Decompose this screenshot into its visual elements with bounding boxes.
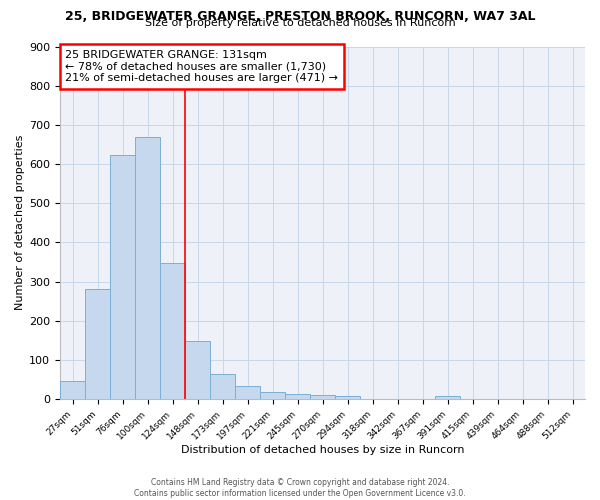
Bar <box>135 136 160 399</box>
Bar <box>60 382 85 399</box>
Text: 25 BRIDGEWATER GRANGE: 131sqm
← 78% of detached houses are smaller (1,730)
21% o: 25 BRIDGEWATER GRANGE: 131sqm ← 78% of d… <box>65 50 338 83</box>
Bar <box>285 394 310 399</box>
X-axis label: Distribution of detached houses by size in Runcorn: Distribution of detached houses by size … <box>181 445 464 455</box>
Bar <box>310 395 335 399</box>
Text: Size of property relative to detached houses in Runcorn: Size of property relative to detached ho… <box>145 18 455 28</box>
Bar <box>85 290 110 399</box>
Bar <box>160 263 185 399</box>
Bar <box>260 392 285 399</box>
Bar <box>235 386 260 399</box>
Bar <box>435 396 460 399</box>
Bar <box>335 396 360 399</box>
Text: 25, BRIDGEWATER GRANGE, PRESTON BROOK, RUNCORN, WA7 3AL: 25, BRIDGEWATER GRANGE, PRESTON BROOK, R… <box>65 10 535 23</box>
Bar <box>185 341 210 399</box>
Bar <box>210 374 235 399</box>
Text: Contains HM Land Registry data © Crown copyright and database right 2024.
Contai: Contains HM Land Registry data © Crown c… <box>134 478 466 498</box>
Y-axis label: Number of detached properties: Number of detached properties <box>15 135 25 310</box>
Bar <box>110 156 135 399</box>
